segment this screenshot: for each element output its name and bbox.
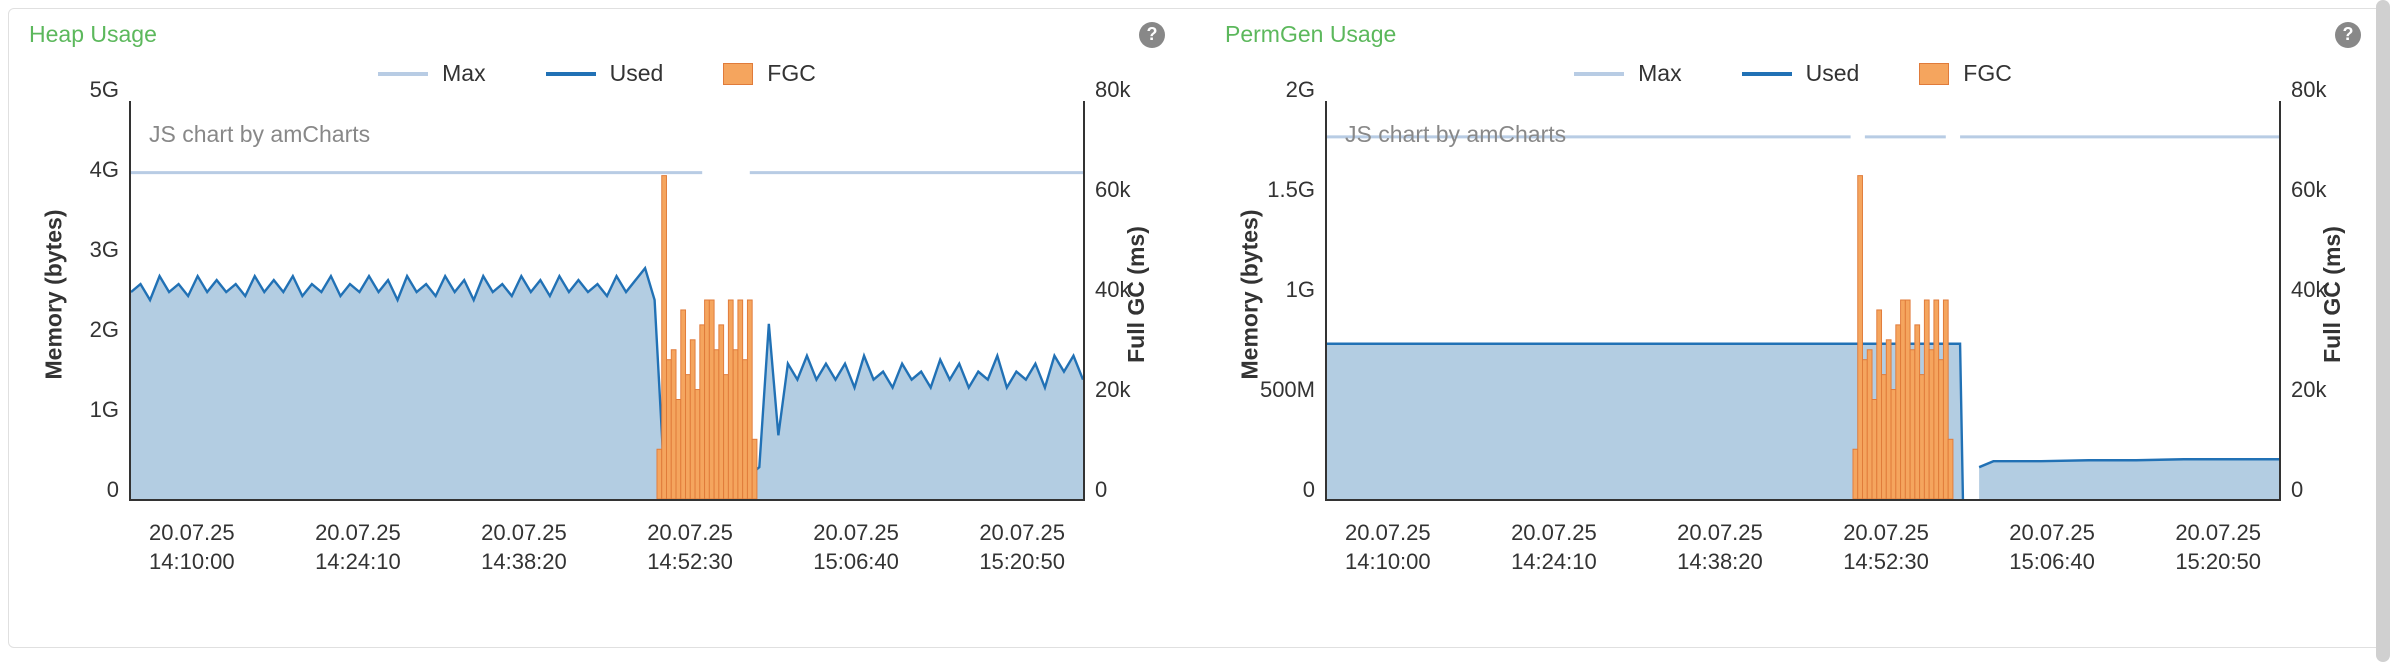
y-axis-left-label: Memory (bytes): [40, 210, 67, 380]
x-tick: 20.07.2514:10:00: [149, 518, 235, 577]
x-tick: 20.07.2514:24:10: [315, 518, 401, 577]
chart-header: PermGen Usage ?: [1225, 21, 2361, 48]
legend-label-used: Used: [610, 60, 664, 87]
chart-title: Heap Usage: [29, 21, 157, 48]
legend-label-fgc: FGC: [1963, 60, 2012, 87]
x-tick: 20.07.2514:38:20: [481, 518, 567, 577]
help-icon[interactable]: ?: [2335, 22, 2361, 48]
chart-header: Heap Usage ?: [29, 21, 1165, 48]
plot-area[interactable]: JS chart by amCharts: [129, 101, 1085, 501]
x-tick: 20.07.2514:24:10: [1511, 518, 1597, 577]
legend-swatch-max: [1574, 72, 1624, 76]
x-tick: 20.07.2515:06:40: [813, 518, 899, 577]
x-tick: 20.07.2514:10:00: [1345, 518, 1431, 577]
legend-item-used[interactable]: Used: [546, 60, 664, 87]
legend-label-fgc: FGC: [767, 60, 816, 87]
y-axis-left-label: Memory (bytes): [1236, 210, 1263, 380]
heap-usage-panel: Heap Usage ? Max Used FGC Memory (bytes)…: [9, 9, 1185, 647]
y-axis-right-label: Full GC (ms): [1123, 226, 1150, 363]
x-tick: 20.07.2515:20:50: [979, 518, 1065, 577]
chart-watermark: JS chart by amCharts: [149, 121, 370, 148]
permgen-usage-panel: PermGen Usage ? Max Used FGC Memory (byt…: [1205, 9, 2381, 647]
x-tick: 20.07.2514:52:30: [647, 518, 733, 577]
legend-swatch-max: [378, 72, 428, 76]
x-tick: 20.07.2515:20:50: [2175, 518, 2261, 577]
y-axis-right-label: Full GC (ms): [2319, 226, 2346, 363]
legend-label-max: Max: [1638, 60, 1681, 87]
chart-legend: Max Used FGC: [29, 60, 1165, 87]
scrollbar[interactable]: [2376, 0, 2390, 662]
legend-item-max[interactable]: Max: [1574, 60, 1681, 87]
chart-svg: [1327, 101, 2279, 499]
legend-item-used[interactable]: Used: [1742, 60, 1860, 87]
chart-area: Memory (bytes) 2G1.5G1G500M0 JS chart by…: [1225, 101, 2361, 581]
chart-area: Memory (bytes) 5G4G3G2G1G0 JS chart by a…: [29, 101, 1165, 581]
help-icon[interactable]: ?: [1139, 22, 1165, 48]
chart-watermark: JS chart by amCharts: [1345, 121, 1566, 148]
legend-item-fgc[interactable]: FGC: [1919, 60, 2012, 87]
chart-title: PermGen Usage: [1225, 21, 1396, 48]
legend-swatch-fgc: [1919, 63, 1949, 85]
chart-svg: [131, 101, 1083, 499]
x-tick: 20.07.2514:52:30: [1843, 518, 1929, 577]
x-tick: 20.07.2514:38:20: [1677, 518, 1763, 577]
dashboard-container: Heap Usage ? Max Used FGC Memory (bytes)…: [8, 8, 2382, 648]
x-axis: 20.07.2514:10:00 20.07.2514:24:10 20.07.25…: [129, 518, 1085, 577]
x-tick: 20.07.2515:06:40: [2009, 518, 2095, 577]
legend-item-max[interactable]: Max: [378, 60, 485, 87]
chart-legend: Max Used FGC: [1225, 60, 2361, 87]
plot-area[interactable]: JS chart by amCharts: [1325, 101, 2281, 501]
legend-swatch-used: [1742, 72, 1792, 76]
legend-label-max: Max: [442, 60, 485, 87]
legend-swatch-fgc: [723, 63, 753, 85]
legend-item-fgc[interactable]: FGC: [723, 60, 816, 87]
legend-swatch-used: [546, 72, 596, 76]
x-axis: 20.07.2514:10:00 20.07.2514:24:10 20.07.25…: [1325, 518, 2281, 577]
legend-label-used: Used: [1806, 60, 1860, 87]
